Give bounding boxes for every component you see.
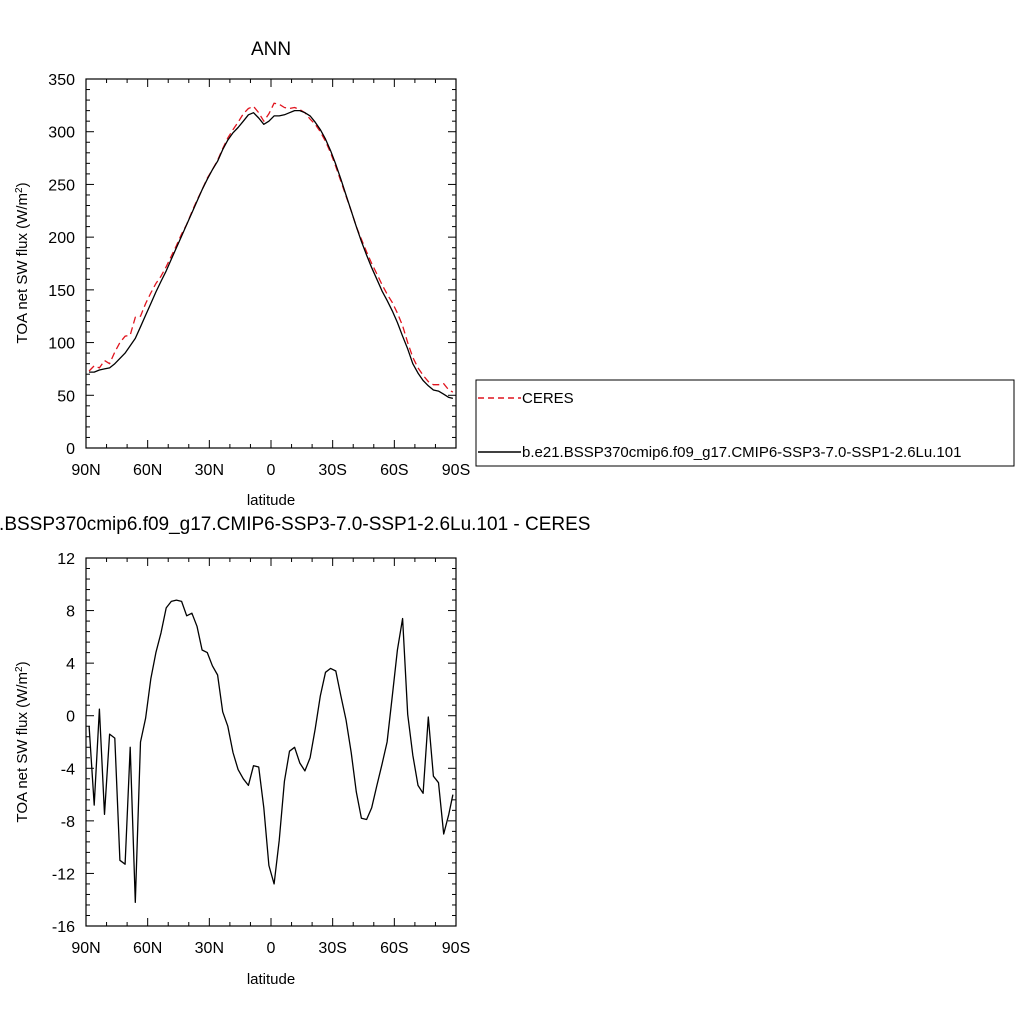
- top-x-tick-label: 30S: [318, 462, 346, 479]
- bottom-x-tick-label: 90N: [71, 940, 100, 957]
- top-x-tick-label: 90S: [442, 462, 470, 479]
- top-x-tick-label: 60S: [380, 462, 408, 479]
- bottom-y-tick-label: 12: [57, 551, 75, 568]
- legend-label-ceres: CERES: [522, 390, 574, 407]
- top-series-line-1: [89, 109, 454, 400]
- legend-frame: [475, 379, 1015, 467]
- top-y-tick-label: 200: [48, 230, 75, 247]
- bottom-x-tick-label: 60N: [133, 940, 162, 957]
- bottom-panel: b.e21.BSSP370cmip6.f09_g17.CMIP6-SSP3-7.…: [0, 514, 590, 988]
- bottom-y-tick-label: -12: [52, 866, 75, 883]
- bottom-x-tick-label: 30N: [195, 940, 224, 957]
- bottom-y-tick-label: 0: [66, 709, 75, 726]
- bottom-y-axis-title: TOA net SW flux (W/m2): [14, 661, 32, 822]
- top-y-tick-label: 0: [66, 441, 75, 458]
- top-y-tick-label: 300: [48, 125, 75, 142]
- bottom-x-tick-label: 0: [267, 940, 276, 957]
- top-x-tick-label: 0: [267, 462, 276, 479]
- top-y-tick-label: 350: [48, 72, 75, 89]
- legend-label-model: b.e21.BSSP370cmip6.f09_g17.CMIP6-SSP3-7.…: [522, 444, 961, 461]
- bottom-x-axis-title: latitude: [247, 971, 295, 988]
- top-x-tick-label: 90N: [71, 462, 100, 479]
- bottom-x-tick-label: 30S: [318, 940, 346, 957]
- bottom-series-line-0: [88, 599, 454, 903]
- top-y-tick-label: 250: [48, 177, 75, 194]
- top-chart-title: ANN: [251, 39, 291, 60]
- bottom-y-tick-label: -4: [61, 761, 75, 778]
- top-plot-frame: [85, 78, 457, 449]
- top-y-axis-title-end: ): [14, 182, 31, 187]
- bottom-y-tick-label: -16: [52, 919, 75, 936]
- top-series-line-0: [88, 102, 454, 393]
- bottom-x-tick-label: 60S: [380, 940, 408, 957]
- bottom-y-tick-label: -8: [61, 814, 75, 831]
- bottom-y-tick-label: 8: [66, 604, 75, 621]
- top-y-tick-label: 50: [57, 388, 75, 405]
- top-y-axis-title-main: TOA net SW flux (W/m: [14, 193, 31, 344]
- top-x-tick-label: 30N: [195, 462, 224, 479]
- bottom-y-axis-title-main: TOA net SW flux (W/m: [14, 672, 31, 823]
- bottom-y-axis-title-end: ): [14, 661, 31, 666]
- top-legend: CERES b.e21.BSSP370cmip6.f09_g17.CMIP6-S…: [475, 379, 1015, 467]
- top-x-axis-title: latitude: [247, 492, 295, 509]
- top-panel: ANN 90N 60N 30N 0 30S 60S 90S 0 50 100 150 200 250 30…: [14, 39, 1015, 509]
- top-y-axis-title-sup: 2: [14, 187, 25, 193]
- bottom-y-axis-title-sup: 2: [14, 666, 25, 672]
- bottom-y-tick-label: 4: [66, 656, 75, 673]
- top-y-tick-label: 150: [48, 283, 75, 300]
- bottom-chart-title: b.e21.BSSP370cmip6.f09_g17.CMIP6-SSP3-7.…: [0, 514, 590, 535]
- top-x-tick-label: 60N: [133, 462, 162, 479]
- top-y-axis-title: TOA net SW flux (W/m2): [14, 182, 32, 343]
- top-y-tick-label: 100: [48, 336, 75, 353]
- bottom-x-tick-label: 90S: [442, 940, 470, 957]
